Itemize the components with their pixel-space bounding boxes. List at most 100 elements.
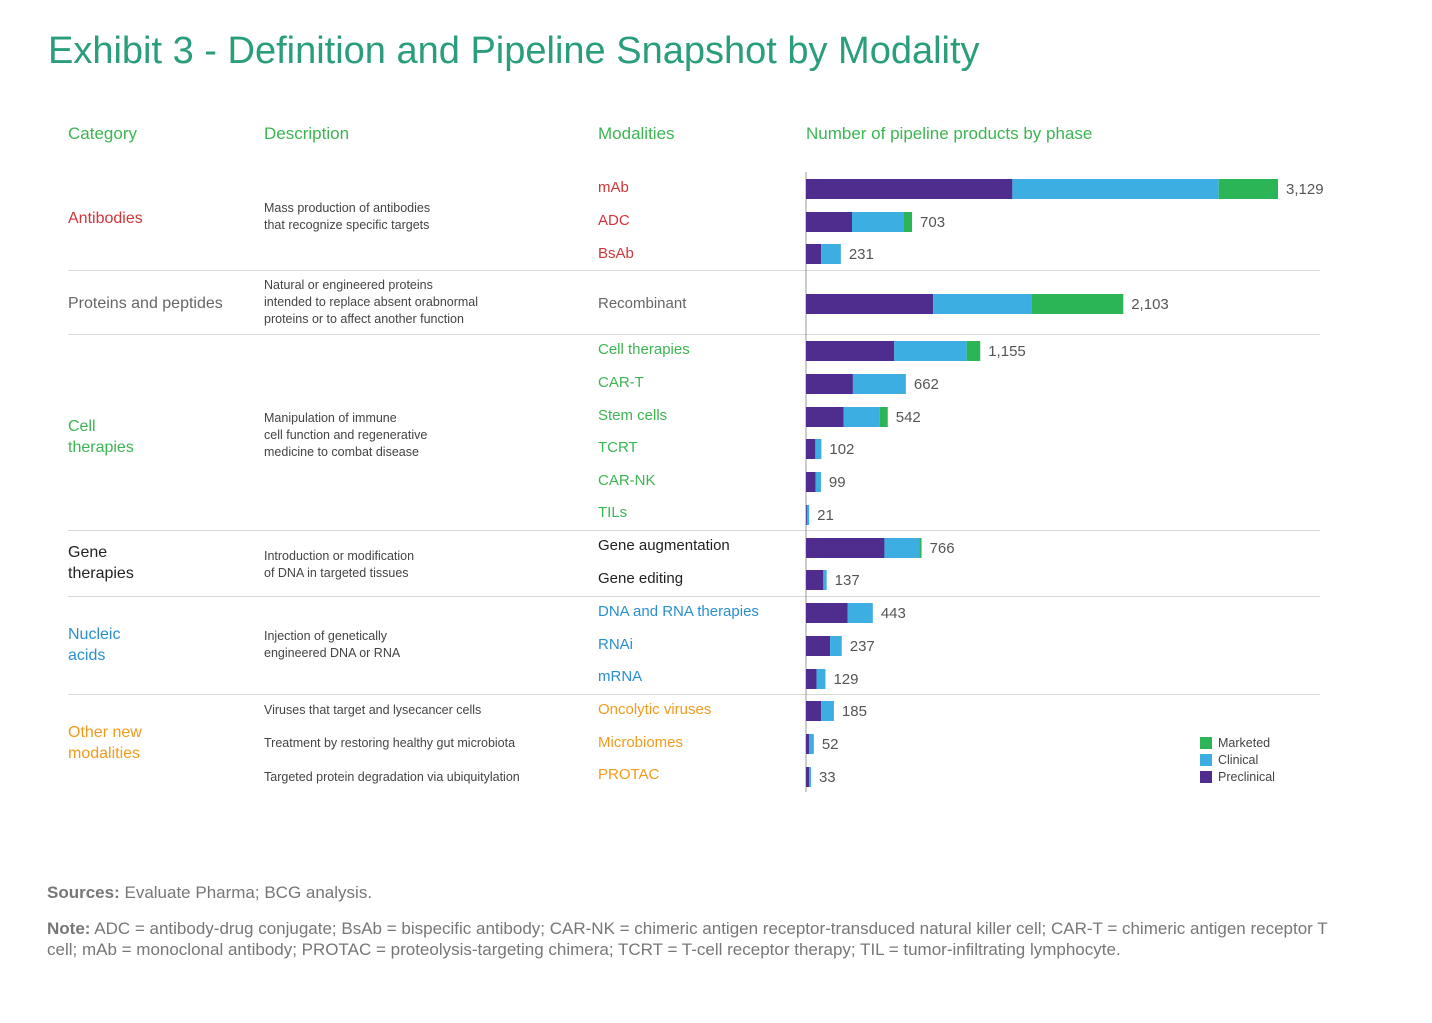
bar-preclinical	[806, 734, 810, 754]
bar-preclinical	[806, 636, 831, 656]
row-separator	[68, 694, 1320, 695]
bar-clinical	[806, 505, 810, 525]
bar-preclinical	[806, 505, 807, 525]
bar-marketed	[879, 407, 888, 427]
bar-clinical	[852, 212, 904, 232]
bar-total-label: 137	[835, 572, 860, 589]
description-oncolytic-viruses: Viruses that target and lysecancer cells	[264, 703, 482, 717]
bar-clinical	[830, 636, 842, 656]
legend-item-marketed: Marketed	[1200, 734, 1275, 751]
category-other-modalities: Other new modalities	[68, 724, 142, 762]
bar-preclinical	[806, 570, 824, 590]
abbreviations-note: Note: ADC = antibody-drug conjugate; BsA…	[47, 918, 1347, 960]
legend-swatch-clinical	[1200, 753, 1212, 766]
legend-label-preclinical: Preclinical	[1218, 769, 1275, 784]
bar-total-label: 1,155	[988, 343, 1026, 360]
bar-clinical	[815, 472, 821, 492]
legend-item-preclinical: Preclinical	[1200, 768, 1275, 785]
bar-clinical	[843, 407, 880, 427]
bar-total-label: 542	[896, 409, 921, 426]
bar-clinical	[815, 439, 822, 459]
bar-preclinical	[806, 472, 816, 492]
modality-label: BsAb	[598, 245, 634, 262]
modality-label: CAR-NK	[598, 472, 656, 489]
header-category: Category	[68, 124, 137, 143]
modality-label: Microbiomes	[598, 734, 684, 751]
pipeline-bar-chart: 3,129 703 231 2,103 1,155 662 542 102 99 21 766 137…	[805, 172, 1324, 792]
bar-total-label: 703	[920, 214, 945, 231]
bar-total-label: 102	[829, 441, 854, 458]
category-proteins: Proteins and peptides	[68, 295, 223, 312]
bar-total-label: 662	[914, 376, 939, 393]
bar-clinical	[884, 538, 920, 558]
bar-total-label: 231	[849, 246, 874, 263]
bar-preclinical	[806, 538, 885, 558]
category-gene-therapies: Gene therapies	[68, 544, 134, 582]
bar-preclinical	[806, 244, 822, 264]
row-separator	[68, 530, 1320, 531]
modality-label: DNA and RNA therapies	[598, 603, 759, 620]
bar-total-label: 443	[881, 605, 906, 622]
bar-total-label: 129	[833, 671, 858, 688]
modality-label: Oncolytic viruses	[598, 701, 712, 718]
legend-swatch-marketed	[1200, 736, 1212, 749]
chart-legend: Marketed Clinical Preclinical	[1200, 734, 1275, 785]
bar-preclinical	[806, 179, 1013, 199]
sources-note: Sources: Evaluate Pharma; BCG analysis.	[47, 882, 1347, 903]
bar-preclinical	[806, 767, 810, 787]
row-separator	[68, 334, 1320, 335]
note-text: ADC = antibody-drug conjugate; BsAb = bi…	[47, 919, 1328, 959]
bar-total-label: 21	[817, 507, 834, 524]
bar-total-label: 185	[842, 703, 867, 720]
bar-clinical	[1012, 179, 1219, 199]
modality-label: CAR-T	[598, 374, 644, 391]
bar-clinical	[823, 570, 827, 590]
bar-clinical	[933, 294, 1032, 314]
bar-clinical	[809, 734, 814, 754]
description-proteins: Natural or engineered proteins intended …	[264, 278, 479, 326]
bar-total-label: 33	[819, 769, 836, 786]
bar-preclinical	[806, 603, 848, 623]
bar-preclinical	[806, 701, 822, 721]
legend-swatch-preclinical	[1200, 770, 1212, 783]
legend-label-clinical: Clinical	[1218, 752, 1259, 767]
bar-total-label: 52	[822, 736, 839, 753]
category-antibodies: Antibodies	[68, 210, 143, 227]
header-chart: Number of pipeline products by phase	[806, 124, 1093, 143]
bar-preclinical	[806, 669, 817, 689]
bar-clinical	[821, 244, 841, 264]
bar-preclinical	[806, 439, 816, 459]
bar-preclinical	[806, 341, 895, 361]
bar-marketed	[1031, 294, 1124, 314]
category-cell-therapies: Cell therapies	[68, 418, 134, 456]
header-modalities: Modalities	[598, 124, 675, 143]
modality-label: mRNA	[598, 668, 643, 685]
header-description: Description	[264, 124, 350, 143]
note-label: Note:	[47, 919, 91, 938]
modality-label: RNAi	[598, 636, 634, 653]
row-separator	[68, 270, 1320, 271]
description-cell-therapies: Manipulation of immune cell function and…	[264, 411, 428, 459]
bar-marketed	[966, 341, 981, 361]
sources-text: Evaluate Pharma; BCG analysis.	[124, 883, 373, 902]
legend-label-marketed: Marketed	[1218, 735, 1271, 750]
bar-total-label: 99	[829, 474, 846, 491]
bar-total-label: 766	[930, 540, 955, 557]
bar-marketed	[919, 538, 922, 558]
bar-total-label: 3,129	[1286, 181, 1324, 198]
modality-label: PROTAC	[598, 766, 660, 783]
bar-total-label: 2,103	[1131, 296, 1169, 313]
modality-label: Recombinant	[598, 295, 687, 312]
exhibit-title: Exhibit 3 - Definition and Pipeline Snap…	[48, 30, 980, 72]
description-microbiomes: Treatment by restoring healthy gut micro…	[264, 736, 516, 750]
description-antibodies: Mass production of antibodies that recog…	[264, 201, 431, 232]
modality-label: Stem cells	[598, 407, 668, 424]
bar-preclinical	[806, 374, 853, 394]
bar-total-label: 237	[850, 638, 875, 655]
row-separator	[68, 596, 1320, 597]
bar-marketed	[1218, 179, 1278, 199]
modality-label: TILs	[598, 504, 628, 521]
sources-label: Sources:	[47, 883, 120, 902]
modality-label: ADC	[598, 212, 630, 229]
category-nucleic-acids: Nucleic acids	[68, 626, 121, 664]
